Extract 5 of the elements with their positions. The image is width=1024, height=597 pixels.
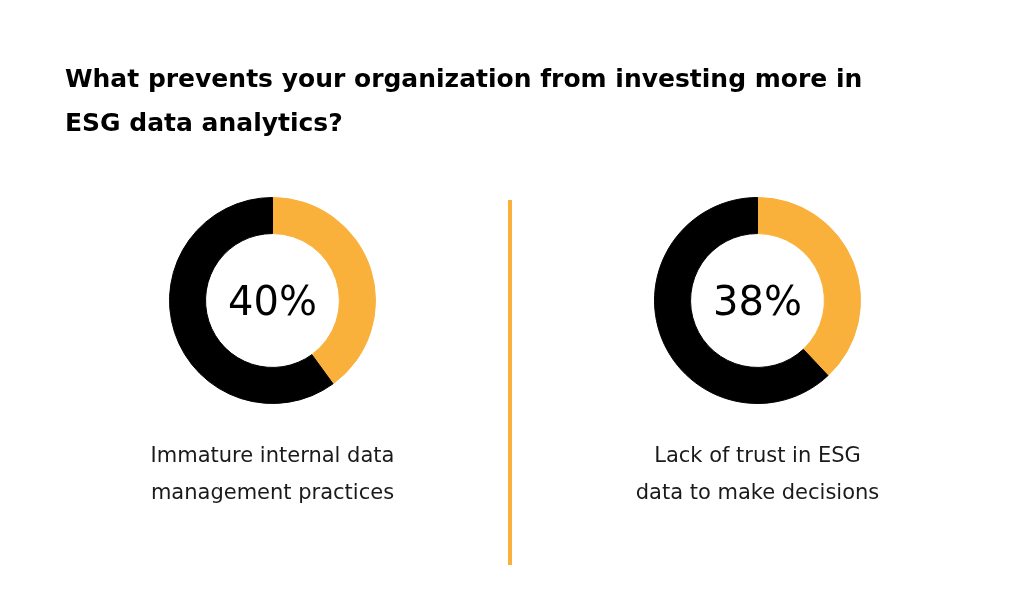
text: Immature internal data management practices: [150, 442, 395, 504]
text: 40%: [228, 277, 317, 324]
text: 38%: [713, 277, 802, 324]
text: Lack of trust in ESG data to make decisions: [635, 442, 880, 504]
text: What prevents your organization from investing more in ESG data analytics?: [65, 63, 864, 139]
